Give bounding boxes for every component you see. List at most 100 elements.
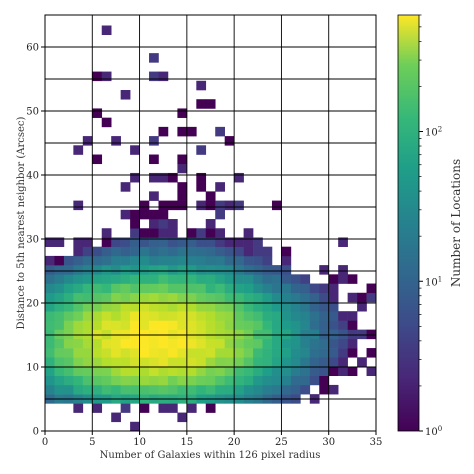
- heatmap-cell: [205, 366, 216, 377]
- heatmap-cell: [139, 200, 150, 211]
- heatmap-cell: [158, 357, 169, 367]
- x-tick-label: 20: [228, 437, 241, 448]
- heatmap-cell: [224, 301, 235, 312]
- heatmap-cell: [281, 366, 292, 377]
- colorbar-tick-label: 100: [425, 425, 442, 438]
- heatmap-cell: [205, 219, 216, 229]
- heatmap-cell: [186, 246, 197, 257]
- heatmap-cell: [281, 338, 292, 349]
- heatmap-cell: [45, 375, 55, 386]
- heatmap-cell: [101, 237, 112, 247]
- heatmap-cell: [243, 292, 254, 303]
- heatmap-cell: [101, 357, 112, 367]
- heatmap-cell: [196, 348, 207, 358]
- heatmap-cell: [149, 209, 159, 220]
- heatmap-cell: [54, 237, 65, 247]
- heatmap-cell: [234, 255, 244, 266]
- heatmap-cell: [92, 311, 103, 321]
- heatmap-cell: [253, 329, 263, 340]
- heatmap-cell: [253, 246, 263, 257]
- colorbar-tick-label: 101: [425, 275, 442, 288]
- heatmap-cell: [158, 403, 169, 413]
- heatmap-cell: [319, 329, 330, 340]
- heatmap-cell: [130, 320, 140, 330]
- heatmap-cell: [205, 246, 216, 257]
- heatmap-cell: [177, 255, 188, 266]
- heatmap-cell: [177, 292, 188, 303]
- heatmap-cell: [281, 246, 292, 257]
- heatmap-cell: [167, 228, 178, 238]
- heatmap-cell: [158, 311, 169, 321]
- heatmap-cell: [177, 265, 188, 275]
- heatmap-cell: [347, 338, 358, 349]
- colorbar-ticks: 100 101 102: [419, 14, 442, 438]
- heatmap-cell: [167, 375, 178, 386]
- heatmap-cell: [281, 320, 292, 330]
- y-tick-label: 0: [33, 427, 39, 438]
- heatmap-cell: [111, 384, 121, 395]
- heatmap-cell: [319, 320, 330, 330]
- heatmap-cell: [215, 182, 225, 192]
- heatmap-cell: [63, 357, 74, 367]
- heatmap-cell: [357, 357, 367, 367]
- heatmap-cell: [167, 366, 178, 377]
- heatmap-cell: [196, 265, 207, 275]
- heatmap-cell: [328, 329, 339, 340]
- heatmap-cell: [149, 136, 159, 146]
- heatmap-cell: [167, 384, 178, 395]
- heatmap-cell: [92, 283, 103, 294]
- heatmap-cell: [158, 71, 169, 82]
- heatmap-cell: [120, 283, 131, 294]
- heatmap-cell: [45, 283, 55, 294]
- heatmap-cell: [120, 357, 131, 367]
- heatmap-cell: [309, 292, 320, 303]
- heatmap-cell: [196, 357, 207, 367]
- heatmap-cell: [177, 301, 188, 312]
- heatmap-cell: [139, 320, 150, 330]
- heatmap-cell: [234, 283, 244, 294]
- heatmap-cell: [196, 292, 207, 303]
- heatmap-cell: [253, 301, 263, 312]
- heatmap-cell: [167, 292, 178, 303]
- heatmap-cell: [92, 301, 103, 312]
- heatmap-cell: [328, 366, 339, 377]
- heatmap-cell: [224, 384, 235, 395]
- y-axis: 0 10 20 30 40 50 60: [26, 43, 45, 438]
- heatmap-cell: [215, 311, 225, 321]
- heatmap-cell: [234, 237, 244, 247]
- heatmap-cell: [186, 274, 197, 284]
- heatmap-cell: [149, 265, 159, 275]
- heatmap-cell: [196, 311, 207, 321]
- heatmap-cell: [177, 154, 188, 165]
- heatmap-cell: [281, 274, 292, 284]
- heatmap-cell: [111, 237, 121, 247]
- heatmap-cell: [111, 136, 121, 146]
- heatmap-cell: [120, 255, 131, 266]
- colorbar: 100 101 102 Number of Locations: [397, 14, 463, 438]
- heatmap-cell: [82, 366, 93, 377]
- heatmap-cell: [309, 357, 320, 367]
- heatmap-cell: [45, 301, 55, 312]
- heatmap-cell: [82, 265, 93, 275]
- heatmap-cell: [271, 311, 282, 321]
- heatmap-cell: [63, 348, 74, 358]
- heatmap-cell: [167, 255, 178, 266]
- heatmap-cell: [130, 172, 140, 183]
- heatmap-cell: [82, 338, 93, 349]
- heatmap-cell: [139, 375, 150, 386]
- heatmap-cell: [205, 228, 216, 238]
- heatmap-cell: [92, 255, 103, 266]
- heatmap-cell: [271, 357, 282, 367]
- heatmap-cell: [205, 384, 216, 395]
- heatmap-cell: [253, 265, 263, 275]
- heatmap-cell: [196, 338, 207, 349]
- heatmap-cell: [82, 274, 93, 284]
- heatmap-cell: [186, 255, 197, 266]
- heatmap-cell: [130, 311, 140, 321]
- heatmap-cell: [319, 338, 330, 349]
- heatmap-cell: [139, 301, 150, 312]
- heatmap-cell: [73, 145, 84, 155]
- x-tick-label: 10: [133, 437, 146, 448]
- heatmap-cell: [167, 329, 178, 340]
- heatmap-cell: [338, 329, 348, 340]
